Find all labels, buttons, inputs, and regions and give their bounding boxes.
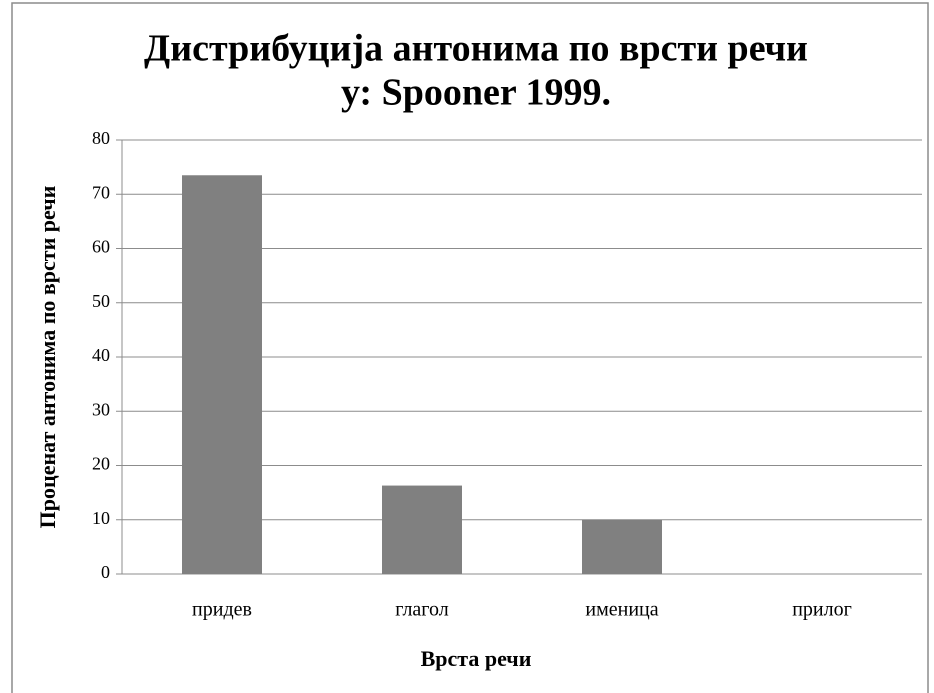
y-tick-label: 70 [92, 182, 110, 202]
x-tick-label: глагол [395, 599, 448, 621]
y-tick-label: 40 [92, 345, 110, 365]
y-tick-label: 20 [92, 454, 110, 474]
y-tick-label: 10 [92, 508, 110, 528]
y-tick-label: 60 [92, 237, 110, 257]
y-tick-label: 0 [101, 562, 110, 582]
chart-title: у: Spooner 1999. [341, 72, 611, 114]
x-tick-label: придев [192, 599, 252, 621]
y-tick-label: 50 [92, 291, 110, 311]
chart-frame [11, 2, 929, 693]
bar [382, 485, 462, 574]
y-tick-label: 80 [92, 128, 110, 148]
bar [182, 175, 262, 574]
x-axis-label: Врста речи [421, 646, 532, 671]
bar [582, 519, 662, 574]
y-tick-label: 30 [92, 399, 110, 419]
x-tick-label: именица [585, 599, 658, 621]
y-axis-label: Проценат антонима по врсти речи [35, 185, 60, 528]
chart-title: Дистрибуција антонима по врсти речи [144, 28, 808, 70]
x-tick-label: прилог [792, 599, 852, 621]
